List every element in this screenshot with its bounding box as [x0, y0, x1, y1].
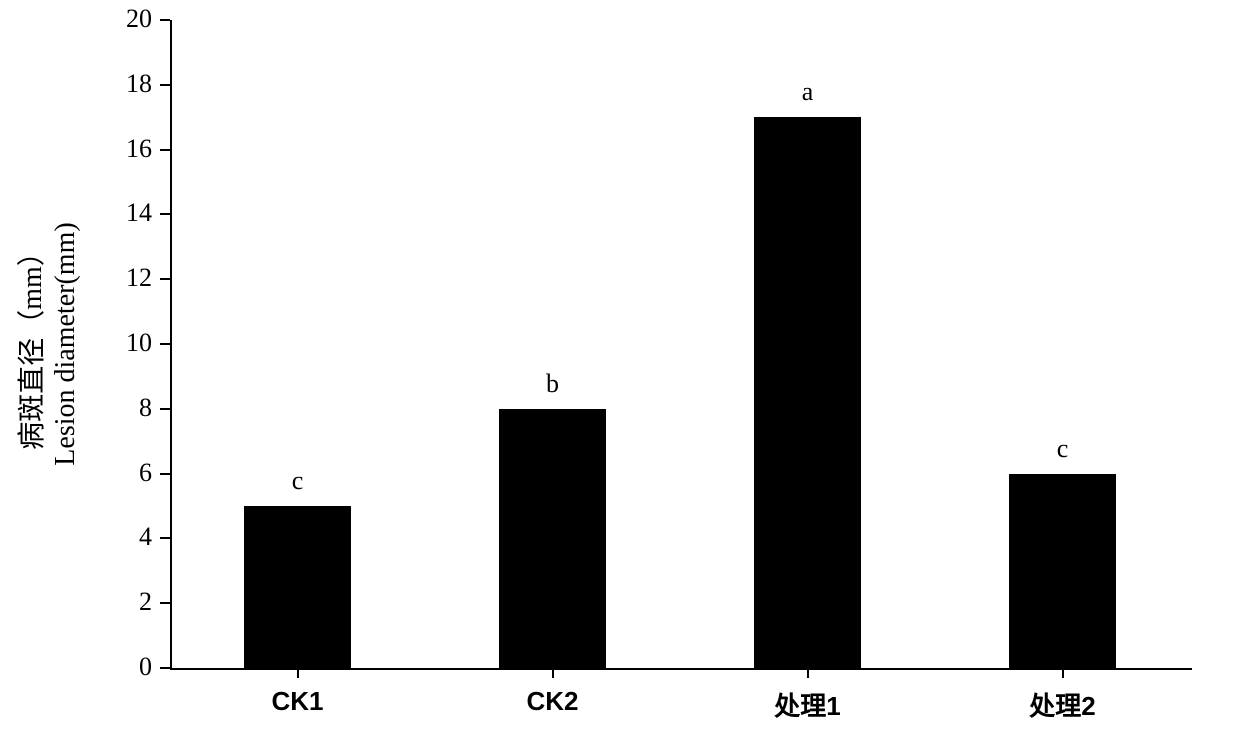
y-tick-mark	[160, 408, 170, 410]
y-tick-mark	[160, 473, 170, 475]
bar	[754, 117, 861, 668]
x-category-label: 处理2	[935, 686, 1190, 723]
y-tick-label: 10	[100, 328, 152, 358]
y-tick-label: 6	[100, 458, 152, 488]
y-tick-mark	[160, 602, 170, 604]
x-tick-mark	[1062, 668, 1064, 678]
x-category-label: 处理1	[680, 686, 935, 723]
x-category-label: CK2	[425, 686, 680, 717]
x-tick-mark	[807, 668, 809, 678]
y-tick-mark	[160, 537, 170, 539]
bar-significance-label: b	[513, 369, 593, 399]
y-tick-label: 18	[100, 69, 152, 99]
y-tick-label: 14	[100, 198, 152, 228]
bar-significance-label: c	[1023, 434, 1103, 464]
y-tick-mark	[160, 84, 170, 86]
y-tick-label: 12	[100, 263, 152, 293]
y-tick-mark	[160, 19, 170, 21]
bar	[1009, 474, 1116, 668]
y-tick-label: 2	[100, 587, 152, 617]
x-tick-mark	[297, 668, 299, 678]
y-tick-mark	[160, 667, 170, 669]
y-tick-label: 4	[100, 522, 152, 552]
x-category-label: CK1	[170, 686, 425, 717]
y-tick-mark	[160, 343, 170, 345]
y-tick-label: 20	[100, 4, 152, 34]
y-axis-label-en: Lesion diameter(mm)	[50, 144, 82, 544]
bar	[499, 409, 606, 668]
y-tick-mark	[160, 149, 170, 151]
bar	[244, 506, 351, 668]
x-tick-mark	[552, 668, 554, 678]
bar-significance-label: c	[258, 466, 338, 496]
chart-container: 病斑直径（mm） Lesion diameter(mm) 0 2 4 6 8 10 12 14…	[0, 0, 1240, 744]
y-tick-label: 0	[100, 652, 152, 682]
y-tick-mark	[160, 278, 170, 280]
y-tick-label: 16	[100, 134, 152, 164]
y-tick-mark	[160, 213, 170, 215]
y-axis-label: 病斑直径（mm） Lesion diameter(mm)	[10, 144, 90, 544]
y-axis-label-cn: 病斑直径（mm）	[10, 144, 50, 544]
y-tick-label: 8	[100, 393, 152, 423]
bar-significance-label: a	[768, 77, 848, 107]
